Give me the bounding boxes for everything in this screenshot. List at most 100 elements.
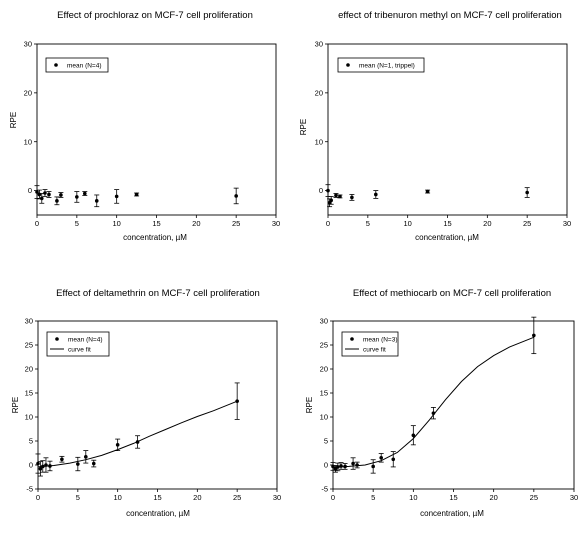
x-tick-label: 30 xyxy=(273,493,281,502)
x-tick-label: 25 xyxy=(232,219,240,228)
x-tick-label: 5 xyxy=(366,219,370,228)
y-tick-label: -5 xyxy=(26,485,33,494)
y-tick-label: 0 xyxy=(28,186,32,195)
y-tick-label: 20 xyxy=(24,88,32,97)
x-tick-label: 15 xyxy=(443,219,451,228)
y-tick-label: 5 xyxy=(29,437,33,446)
y-tick-label: 20 xyxy=(25,365,33,374)
x-tick-label: 30 xyxy=(563,219,571,228)
x-tick-label: 20 xyxy=(483,219,491,228)
data-point xyxy=(379,456,384,460)
data-point xyxy=(134,192,139,197)
chart-methiocarb: Effect of methiocarb on MCF-7 cell proli… xyxy=(305,288,578,518)
data-point xyxy=(374,192,378,197)
data-point xyxy=(59,193,63,197)
chart-tribenuron-methyl: effect of tribenuron methyl on MCF-7 cel… xyxy=(299,10,571,242)
x-tick-label: 15 xyxy=(153,493,161,502)
legend-marker xyxy=(55,337,59,341)
data-point xyxy=(43,191,47,195)
data-point xyxy=(94,199,99,203)
legend-marker xyxy=(346,63,350,67)
data-point xyxy=(115,443,120,447)
legend-label: mean (N=3) xyxy=(363,336,398,343)
y-tick-label: 20 xyxy=(320,365,328,374)
data-point xyxy=(391,457,396,462)
x-tick-label: 20 xyxy=(489,493,497,502)
chart-title: Effect of deltamethrin on MCF-7 cell pro… xyxy=(56,288,260,299)
x-tick-label: 20 xyxy=(192,219,200,228)
y-tick-label: 10 xyxy=(315,137,323,146)
chart-deltamethrin: Effect of deltamethrin on MCF-7 cell pro… xyxy=(11,288,281,518)
x-tick-label: 25 xyxy=(233,493,241,502)
y-tick-label: 15 xyxy=(25,389,33,398)
y-tick-label: 10 xyxy=(320,413,328,422)
x-tick-label: 15 xyxy=(152,219,160,228)
chart-title: Effect of methiocarb on MCF-7 cell proli… xyxy=(353,288,551,299)
x-tick-label: 0 xyxy=(36,493,40,502)
data-point xyxy=(47,192,51,197)
data-point xyxy=(411,433,416,438)
legend-box xyxy=(45,57,109,73)
data-point xyxy=(84,455,88,459)
data-point xyxy=(326,188,330,193)
data-point xyxy=(351,461,355,466)
y-tick-label: 0 xyxy=(324,461,328,470)
x-tick-label: 0 xyxy=(326,219,330,228)
x-axis-label: concentration, µM xyxy=(123,233,187,242)
data-point xyxy=(60,457,64,462)
chart-title: effect of tribenuron methyl on MCF-7 cel… xyxy=(338,10,562,21)
x-tick-label: 0 xyxy=(35,219,39,228)
data-point xyxy=(38,467,43,471)
y-tick-label: 10 xyxy=(24,137,32,146)
legend-box xyxy=(337,57,425,73)
legend-marker xyxy=(350,337,354,341)
data-point xyxy=(91,461,96,466)
y-tick-label: 25 xyxy=(25,341,33,350)
chart-title: Effect of prochloraz on MCF-7 cell proli… xyxy=(57,10,253,21)
x-tick-label: 10 xyxy=(409,493,417,502)
x-axis-label: concentration, µM xyxy=(126,509,190,518)
x-tick-label: 10 xyxy=(403,219,411,228)
y-axis-label: RPE xyxy=(299,119,308,135)
y-tick-label: -5 xyxy=(321,485,328,494)
data-point xyxy=(36,461,40,466)
x-tick-label: 25 xyxy=(530,493,538,502)
y-axis-label: RPE xyxy=(11,397,20,413)
x-tick-label: 5 xyxy=(75,219,79,228)
data-point xyxy=(35,190,39,194)
data-point xyxy=(334,193,338,198)
x-tick-label: 30 xyxy=(272,219,280,228)
data-point xyxy=(525,190,529,195)
chart-prochloraz: Effect of prochloraz on MCF-7 cell proli… xyxy=(9,10,280,242)
legend-box xyxy=(341,331,399,357)
y-axis-label: RPE xyxy=(9,112,18,128)
data-point xyxy=(425,189,430,194)
y-tick-label: 5 xyxy=(324,437,328,446)
legend-marker xyxy=(54,63,58,67)
x-tick-label: 25 xyxy=(523,219,531,228)
x-tick-label: 5 xyxy=(371,493,375,502)
y-tick-label: 25 xyxy=(320,341,328,350)
data-point xyxy=(83,191,87,196)
x-tick-label: 0 xyxy=(331,493,335,502)
x-tick-label: 5 xyxy=(76,493,80,502)
y-tick-label: 20 xyxy=(315,88,323,97)
y-axis-label: RPE xyxy=(305,397,314,413)
data-point xyxy=(234,194,238,198)
x-axis-label: concentration, µM xyxy=(420,509,484,518)
data-point xyxy=(76,462,80,466)
legend-box xyxy=(46,331,110,357)
y-tick-label: 15 xyxy=(320,389,328,398)
y-tick-label: 30 xyxy=(25,317,33,326)
y-tick-label: 0 xyxy=(29,461,33,470)
y-tick-label: 10 xyxy=(25,413,33,422)
data-point xyxy=(350,195,354,200)
data-point xyxy=(338,194,342,199)
data-point xyxy=(114,194,119,199)
y-tick-label: 0 xyxy=(319,186,323,195)
data-point xyxy=(532,333,536,338)
curve-fit-line xyxy=(37,400,238,468)
legend-label: mean (N=4) xyxy=(67,62,102,69)
legend-label: mean (N=1, trippel) xyxy=(359,62,415,69)
